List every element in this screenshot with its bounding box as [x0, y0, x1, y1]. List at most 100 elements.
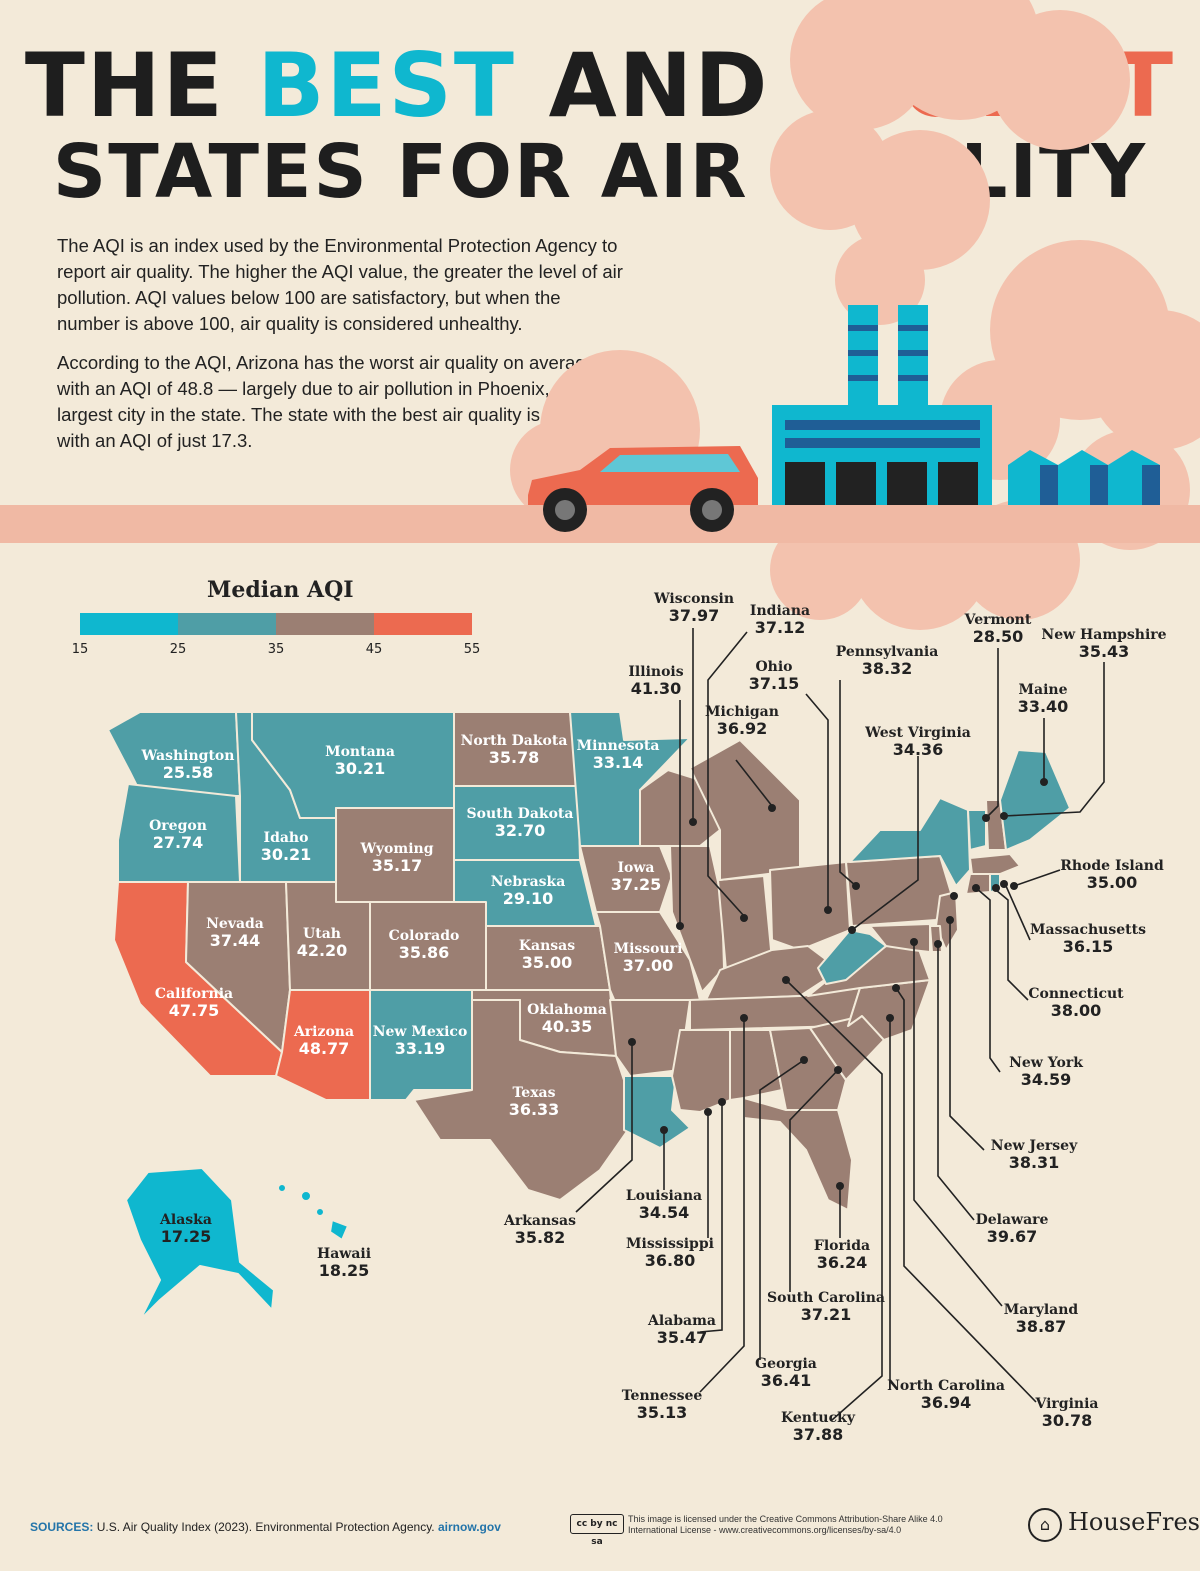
leader-connecticut [995, 889, 1029, 1001]
leader-virginia [895, 987, 1037, 1403]
leader-pennsylvania [839, 680, 857, 887]
label-missouri: Missouri 37.00 [613, 941, 683, 976]
leader-new-jersey [949, 920, 985, 1151]
state-massachusetts [969, 853, 1021, 875]
label-massachusetts: Massachusetts 36.15 [1030, 922, 1146, 957]
leader-alabama [699, 1102, 723, 1333]
label-kentucky: Kentucky 37.88 [781, 1410, 855, 1445]
leader-arkansas [575, 1042, 633, 1213]
title-and: AND [548, 34, 770, 137]
state-illinois [669, 845, 725, 993]
leader-maryland [913, 942, 1003, 1307]
label-montana: Montana 30.21 [325, 744, 395, 779]
leader-massachusetts [1005, 885, 1031, 941]
label-michigan: Michigan 36.92 [705, 704, 779, 739]
label-ohio: Ohio 37.15 [748, 659, 800, 694]
label-california: California 47.75 [154, 986, 234, 1021]
state-florida [743, 1097, 853, 1211]
leader-georgia [759, 1059, 805, 1360]
ground-band [0, 505, 1200, 543]
license-text: This image is licensed under the Creativ… [628, 1514, 943, 1535]
leader-dots [628, 778, 1048, 1190]
label-virginia: Virginia 30.78 [1035, 1396, 1099, 1431]
label-arizona: Arizona 48.77 [293, 1024, 355, 1059]
intro-paragraph-1: The AQI is an index used by the Environm… [57, 235, 623, 334]
label-arkansas: Arkansas 35.82 [503, 1213, 577, 1248]
leader-new-hampshire [1003, 662, 1105, 817]
label-iowa: Iowa 37.25 [610, 860, 662, 895]
leader-kentucky [785, 979, 883, 1421]
label-south-carolina: South Carolina 37.21 [767, 1290, 885, 1325]
legend-tick-35: 35 [267, 642, 285, 657]
label-connecticut: Connecticut 38.00 [1028, 986, 1124, 1021]
label-alabama: Alabama 35.47 [648, 1313, 716, 1348]
state-hawaii [277, 1183, 349, 1241]
label-minnesota: Minnesota 33.14 [576, 738, 660, 773]
leader-delaware [937, 944, 975, 1221]
state-arkansas [609, 999, 691, 1077]
label-new-mexico: New Mexico 33.19 [372, 1024, 468, 1059]
title-the: THE [24, 34, 225, 137]
label-oregon: Oregon 27.74 [149, 818, 207, 853]
state-alabama [729, 1029, 783, 1101]
label-new-jersey: New Jersey 38.31 [990, 1138, 1078, 1173]
houses [1008, 450, 1160, 505]
label-new-hampshire: New Hampshire 35.43 [1041, 627, 1167, 662]
label-texas: Texas 36.33 [508, 1085, 560, 1120]
label-florida: Florida 36.24 [813, 1238, 871, 1273]
creative-commons-badge: cc by nc sa [570, 1514, 624, 1547]
label-oklahoma: Oklahoma 40.35 [527, 1002, 607, 1037]
label-mississippi: Mississippi 36.80 [626, 1236, 714, 1271]
sources-link[interactable]: airnow.gov [437, 1520, 501, 1534]
car [528, 446, 758, 532]
label-west-virginia: West Virginia 34.36 [865, 725, 971, 760]
state-texas [413, 999, 629, 1201]
leader-west-virginia [851, 756, 919, 931]
legend-tick-45: 45 [365, 642, 383, 657]
label-north-carolina: North Carolina 36.94 [887, 1378, 1005, 1413]
label-maryland: Maryland 38.87 [1003, 1302, 1079, 1337]
leader-south-carolina [789, 1069, 839, 1292]
label-colorado: Colorado 35.86 [388, 928, 460, 963]
label-vermont: Vermont 28.50 [964, 612, 1032, 647]
label-rhode-island: Rhode Island 35.00 [1060, 858, 1164, 893]
label-louisiana: Louisiana 34.54 [625, 1188, 703, 1223]
label-nebraska: Nebraska 29.10 [490, 874, 566, 909]
legend-tick-55: 55 [463, 642, 481, 657]
legend-tick-25: 25 [169, 642, 187, 657]
factory [772, 305, 992, 505]
label-kansas: Kansas 35.00 [518, 938, 576, 973]
legend-title: Median AQI [207, 577, 354, 603]
label-wyoming: Wyoming 35.17 [360, 841, 434, 876]
sources: SOURCES: U.S. Air Quality Index (2023). … [30, 1520, 501, 1534]
leader-michigan [735, 759, 773, 807]
leader-new-york [975, 887, 1001, 1073]
leader-rhode-island [1013, 869, 1061, 887]
state-ohio [769, 861, 851, 951]
state-pennsylvania [845, 855, 953, 927]
sources-text: U.S. Air Quality Index (2023). Environme… [96, 1520, 435, 1534]
sources-key: SOURCES: [30, 1520, 94, 1534]
label-wisconsin: Wisconsin 37.97 [653, 591, 735, 626]
label-alaska: Alaska 17.25 [160, 1212, 212, 1247]
label-new-york: New York 34.59 [1009, 1055, 1083, 1090]
label-pennsylvania: Pennsylvania 38.32 [835, 644, 939, 679]
state-vermont [967, 809, 987, 851]
leader-lines [575, 628, 1105, 1421]
us-map [107, 711, 1071, 1321]
intro-paragraph-2: According to the AQI, Arizona has the wo… [57, 352, 605, 451]
label-tennessee: Tennessee 35.13 [621, 1388, 703, 1423]
state-delaware [929, 925, 943, 953]
leader-vermont [985, 648, 999, 819]
label-maine: Maine 33.40 [1017, 682, 1069, 717]
leader-ohio [805, 693, 829, 910]
label-idaho: Idaho 30.21 [260, 830, 312, 865]
label-illinois: Illinois 41.30 [628, 664, 684, 699]
label-hawaii: Hawaii 18.25 [316, 1246, 372, 1281]
state-alaska [125, 1167, 275, 1321]
leader-indiana [707, 631, 748, 917]
leader-tennessee [699, 1018, 745, 1393]
label-nevada: Nevada 37.44 [206, 916, 264, 951]
label-delaware: Delaware 39.67 [975, 1212, 1049, 1247]
